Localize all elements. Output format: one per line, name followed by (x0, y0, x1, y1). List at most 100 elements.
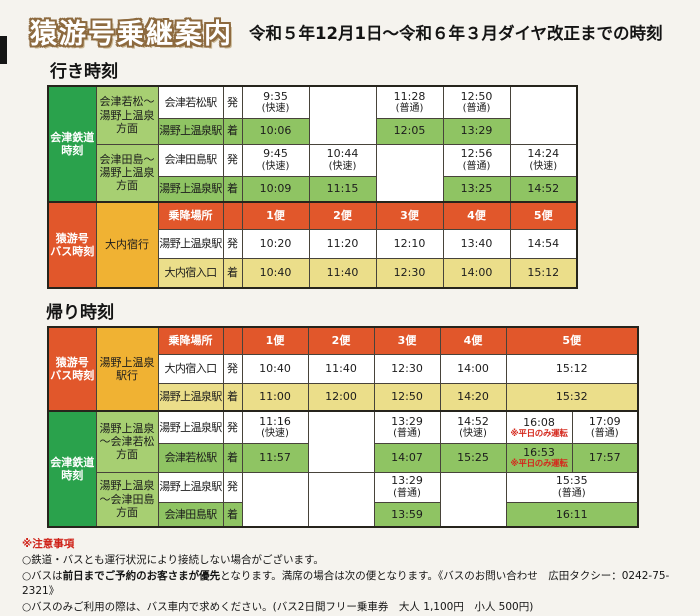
empty-cell (308, 85, 377, 145)
dep-arr-cell: 発 (222, 228, 243, 259)
bus-time-cell: 14:20 (439, 382, 507, 412)
empty-cell (307, 471, 375, 528)
dep-arr-cell: 着 (222, 175, 243, 203)
train-type-text: (普通) (557, 487, 586, 499)
station-cell: 湯野上温泉駅 (157, 382, 224, 412)
bus-time-cell: 12:30 (373, 353, 441, 384)
dep-arr-cell: 着 (222, 442, 243, 473)
train-type-text: (普通) (590, 427, 619, 439)
scan-artifact (0, 36, 7, 64)
bus-time-cell: 15:12 (505, 353, 639, 384)
service-header-cell: 2便 (308, 201, 377, 230)
dep-arr-cell: 着 (222, 501, 243, 528)
dep-arr-cell: 発 (222, 353, 243, 384)
note-line: ○バスは前日までご予約のお客さまが優先となります。満席の場合は次の便となります。… (22, 569, 700, 601)
time-text: 12:50 (460, 89, 493, 103)
station-cell: 湯野上温泉駅 (157, 117, 224, 145)
note-line: ○バスのみご利用の際は、バス車内で求めください。(バス2日間フリー乗車券 大人 … (22, 601, 534, 613)
train-type-text: (快速) (261, 160, 290, 172)
rail-time-cell: 10:44 (快速) (308, 143, 377, 177)
note-bold-text: 前日までご予約のお客さまが優先 (62, 569, 221, 582)
time-text: 14:24 (527, 147, 560, 161)
rail-time-cell: 11:15 (308, 175, 377, 203)
rail-time-cell: 14:07 (373, 442, 441, 473)
station-cell: 大内宿入口 (157, 353, 224, 384)
station-cell: 会津若松駅 (157, 85, 224, 119)
time-text: 16:53 (523, 445, 555, 459)
train-type-text: (普通) (462, 160, 491, 172)
train-type-text: (普通) (395, 102, 424, 114)
rail-time-cell: 11:16 (快速) (241, 410, 309, 444)
weekday-only-note: ※平日のみ運転 (510, 428, 568, 439)
train-type-text: (快速) (261, 102, 290, 114)
bus-time-cell: 12:00 (307, 382, 375, 412)
rail-time-cell: 14:52 (快速) (439, 410, 507, 444)
empty-cell (307, 410, 375, 473)
date-range-subtitle: 令和５年12月1日～令和６年３月ダイヤ改正までの時刻 (249, 23, 663, 43)
notes-heading: ※注意事項 (22, 538, 75, 550)
service-header-cell: 1便 (241, 201, 310, 230)
direction-cell: 湯野上温泉 ～会津若松 方面 (95, 410, 159, 473)
empty-cell (439, 471, 507, 528)
time-text: 12:56 (460, 147, 493, 161)
bus-time-cell: 15:32 (505, 382, 639, 412)
rail-time-cell: 16:53 ※平日のみ運転 (505, 442, 573, 473)
rail-time-cell: 17:09 (普通) (571, 410, 639, 444)
empty-cell (375, 143, 444, 203)
dep-arr-cell: 着 (222, 382, 243, 412)
direction-cell: 大内宿行 (95, 201, 159, 289)
rail-time-cell: 13:29 (普通) (373, 471, 441, 503)
bus-time-cell: 10:20 (241, 228, 310, 259)
rail-time-cell: 12:05 (375, 117, 444, 145)
rail-time-cell: 11:28 (普通) (375, 85, 444, 119)
header: 猿游号乗継案内 令和５年12月1日～令和６年３月ダイヤ改正までの時刻 (0, 0, 700, 51)
rail-time-cell: 12:50 (普通) (442, 85, 511, 119)
service-header-cell: 4便 (442, 201, 511, 230)
time-text: 15:35 (555, 474, 588, 488)
train-type-text: (普通) (393, 487, 421, 499)
time-text: 11:16 (259, 414, 291, 428)
station-cell: 湯野上温泉駅 (157, 228, 224, 259)
station-cell: 湯野上温泉駅 (157, 410, 224, 444)
time-text: 10:44 (326, 147, 359, 161)
bus-section-label: 猿游号 バス時刻 (47, 201, 97, 289)
station-cell: 湯野上温泉駅 (157, 175, 224, 203)
direction-cell: 会津田島～ 湯野上温泉 方面 (95, 143, 159, 203)
bus-time-cell: 12:10 (375, 228, 444, 259)
rail-time-cell: 9:45 (快速) (241, 143, 310, 177)
page-title: 猿游号乗継案内 (30, 19, 233, 50)
train-type-text: (快速) (261, 427, 289, 439)
rail-section-label: 会津鉄道 時刻 (47, 410, 97, 528)
train-type-text: (普通) (393, 427, 421, 439)
time-text: 9:45 (263, 147, 288, 161)
return-table: 猿游号 バス時刻 湯野上温泉 駅行 乗降場所 1便 2便 3便 4便 5便 大内… (47, 326, 639, 528)
empty-cell (509, 85, 578, 145)
note-text: ○バスは (22, 569, 63, 582)
rail-time-cell: 16:08 ※平日のみ運転 (505, 410, 573, 444)
station-cell: 会津田島駅 (157, 501, 224, 528)
station-cell: 会津田島駅 (157, 143, 224, 177)
dep-arr-cell: 発 (222, 471, 243, 503)
rail-section-label: 会津鉄道 時刻 (47, 85, 97, 203)
time-text: 14:52 (457, 414, 489, 428)
notes-section: ※注意事項 ○鉄道・バスとも運行状況により接続しない場合がございます。 ○バスは… (22, 537, 700, 616)
bus-time-cell: 11:40 (308, 257, 377, 289)
bus-time-cell: 15:12 (509, 257, 578, 289)
time-text: 17:09 (588, 414, 621, 428)
service-header-cell: 3便 (373, 326, 441, 355)
header-spacer-cell (222, 326, 243, 355)
header-spacer-cell (222, 201, 243, 230)
rail-time-cell: 10:06 (241, 117, 310, 145)
bus-time-cell: 11:20 (308, 228, 377, 259)
rail-time-cell: 15:25 (439, 442, 507, 473)
bus-time-cell: 11:00 (241, 382, 309, 412)
boarding-header-cell: 乗降場所 (157, 326, 224, 355)
empty-cell (241, 471, 309, 528)
rail-time-cell: 13:29 (442, 117, 511, 145)
service-header-cell: 1便 (241, 326, 309, 355)
outbound-heading: 行き時刻 (50, 62, 118, 82)
bus-time-cell: 10:40 (241, 257, 310, 289)
train-type-text: (快速) (328, 160, 357, 172)
time-text: 16:08 (523, 415, 555, 429)
